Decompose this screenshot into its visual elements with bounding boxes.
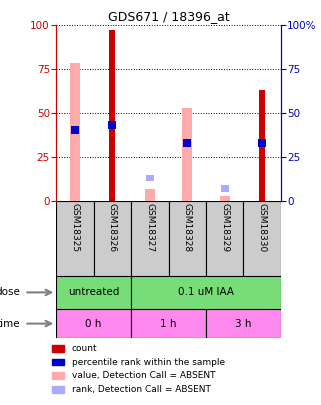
Text: count: count	[72, 344, 98, 353]
Text: untreated: untreated	[68, 288, 119, 297]
FancyBboxPatch shape	[56, 276, 131, 309]
Bar	[71, 126, 79, 134]
Bar	[183, 139, 191, 147]
Bar	[70, 64, 80, 201]
FancyBboxPatch shape	[94, 201, 131, 276]
FancyBboxPatch shape	[131, 201, 169, 276]
FancyBboxPatch shape	[206, 201, 243, 276]
FancyBboxPatch shape	[169, 201, 206, 276]
FancyBboxPatch shape	[56, 309, 131, 338]
Text: GSM18326: GSM18326	[108, 203, 117, 252]
Bar	[52, 372, 65, 379]
Bar	[109, 30, 115, 201]
Bar	[258, 139, 266, 147]
Text: time: time	[0, 319, 21, 328]
Bar	[108, 121, 117, 129]
Bar	[145, 189, 155, 201]
Text: rank, Detection Call = ABSENT: rank, Detection Call = ABSENT	[72, 385, 211, 394]
FancyBboxPatch shape	[131, 276, 281, 309]
Text: 0 h: 0 h	[85, 319, 102, 328]
Text: GSM18330: GSM18330	[258, 203, 267, 252]
Text: 1 h: 1 h	[160, 319, 177, 328]
Bar	[221, 185, 229, 192]
Text: GSM18329: GSM18329	[220, 203, 229, 252]
Bar	[220, 196, 230, 201]
Text: percentile rank within the sample: percentile rank within the sample	[72, 358, 225, 367]
FancyBboxPatch shape	[131, 309, 206, 338]
Text: GDS671 / 18396_at: GDS671 / 18396_at	[108, 10, 230, 23]
Bar	[52, 345, 65, 352]
Text: 3 h: 3 h	[235, 319, 252, 328]
FancyBboxPatch shape	[243, 201, 281, 276]
Text: dose: dose	[0, 288, 21, 297]
Text: 0.1 uM IAA: 0.1 uM IAA	[178, 288, 234, 297]
Text: GSM18325: GSM18325	[70, 203, 79, 252]
Text: value, Detection Call = ABSENT: value, Detection Call = ABSENT	[72, 371, 215, 380]
Bar	[52, 386, 65, 393]
Text: GSM18328: GSM18328	[183, 203, 192, 252]
Bar	[259, 90, 265, 201]
FancyBboxPatch shape	[206, 309, 281, 338]
Text: GSM18327: GSM18327	[145, 203, 154, 252]
Bar	[52, 358, 65, 365]
Bar	[146, 175, 154, 181]
FancyBboxPatch shape	[56, 201, 94, 276]
Bar	[182, 107, 192, 201]
